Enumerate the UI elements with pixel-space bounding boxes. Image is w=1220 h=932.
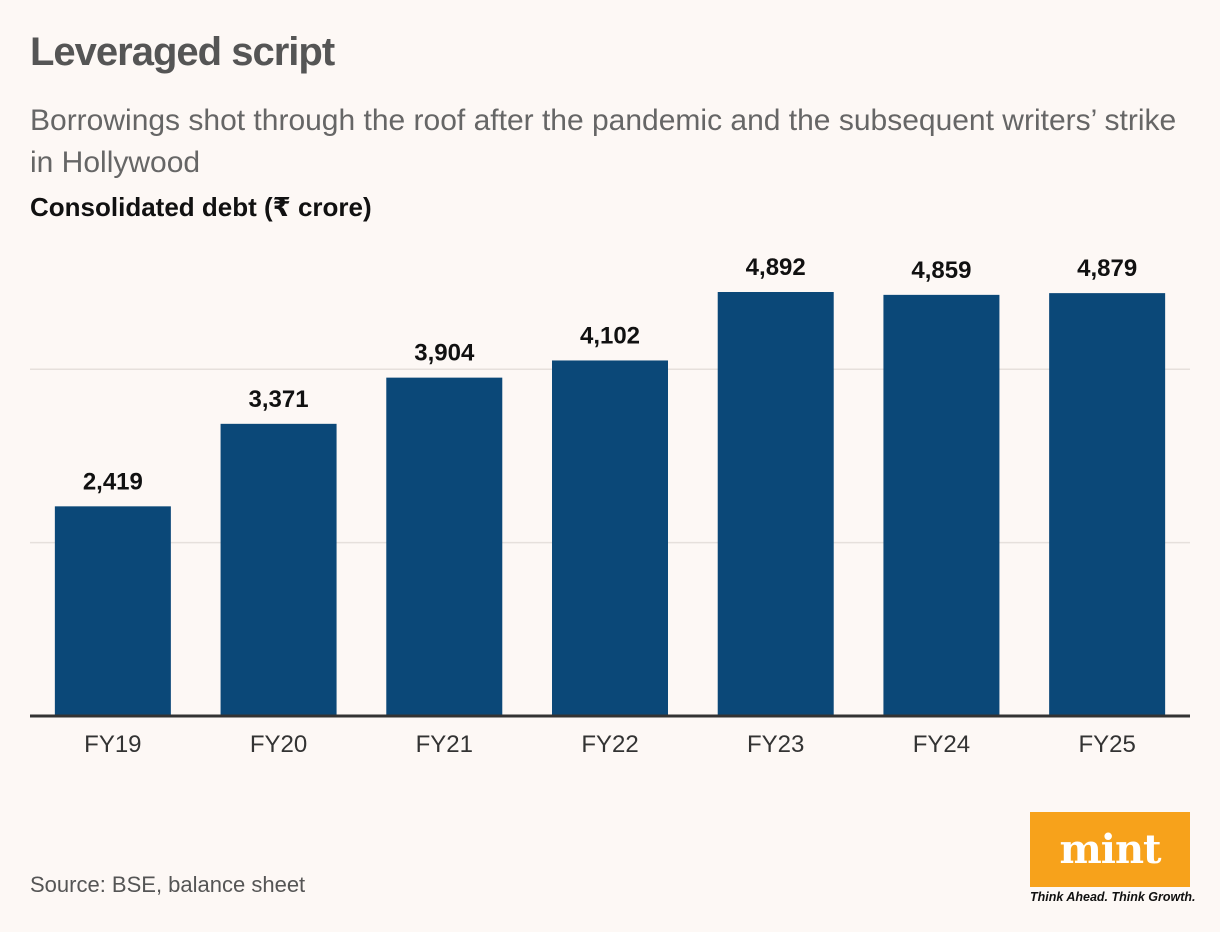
logo-tagline: Think Ahead. Think Growth. [1030, 890, 1196, 904]
mint-logo: mint Think Ahead. Think Growth. [1030, 812, 1196, 904]
value-label-fy19: 2,419 [83, 468, 143, 495]
chart-subtitle: Borrowings shot through the roof after t… [30, 104, 1177, 179]
bar-fy19 [54, 506, 171, 716]
value-label-fy23: 4,892 [746, 254, 806, 281]
x-tick-label-fy21: FY21 [416, 731, 473, 758]
bar-fy25 [1049, 293, 1166, 716]
bar-fy21 [386, 377, 503, 716]
bar-fy20 [220, 423, 337, 716]
bar-fy24 [883, 294, 1000, 716]
bar-fy23 [717, 292, 834, 716]
x-tick-label-fy19: FY19 [84, 731, 141, 758]
y-axis-title: Consolidated debt (₹ crore) [30, 192, 372, 222]
value-label-fy24: 4,859 [911, 257, 971, 284]
x-tick-label-fy20: FY20 [250, 731, 307, 758]
bar-chart: 2,419 FY19 3,371 FY20 3,904 FY21 4,102 FY22 4,89… [30, 254, 1190, 758]
logo-box: mint [1030, 812, 1190, 887]
value-label-fy21: 3,904 [414, 340, 475, 367]
value-label-fy25: 4,879 [1077, 255, 1137, 282]
value-label-fy22: 4,102 [580, 322, 640, 349]
chart-title: Leveraged script [30, 30, 335, 74]
value-label-fy20: 3,371 [249, 386, 309, 413]
x-tick-label-fy25: FY25 [1078, 731, 1135, 758]
source-note: Source: BSE, balance sheet [30, 872, 306, 897]
logo-wordmark: mint [1059, 826, 1161, 873]
x-tick-label-fy24: FY24 [913, 731, 970, 758]
x-tick-label-fy23: FY23 [747, 731, 804, 758]
x-tick-label-fy22: FY22 [581, 731, 638, 758]
bar-fy22 [552, 360, 668, 716]
